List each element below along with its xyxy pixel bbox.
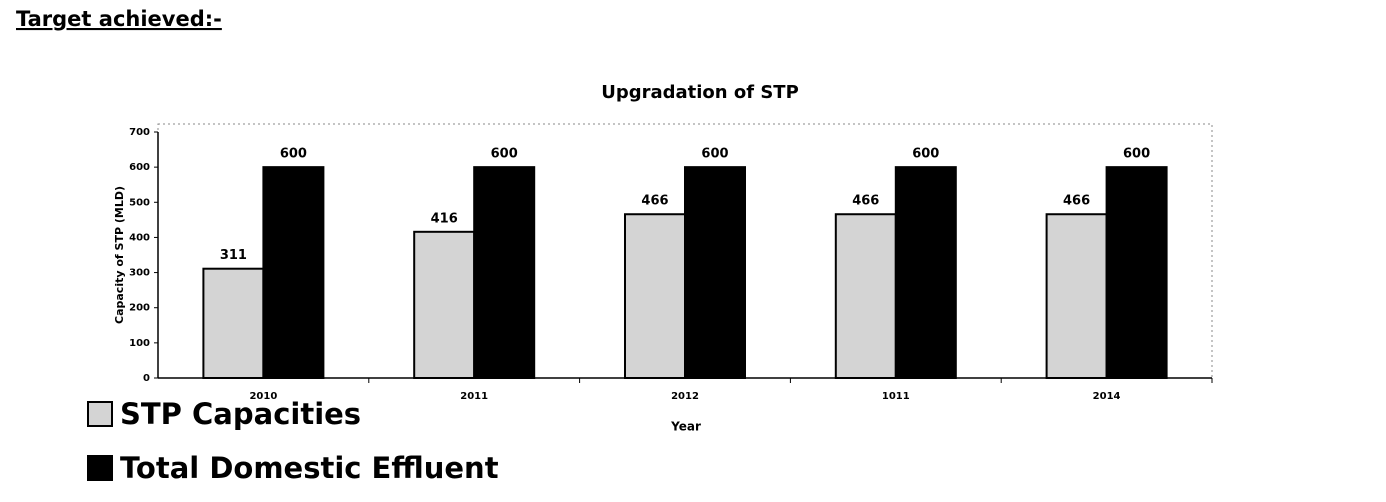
bar (834, 213, 897, 379)
y-tick-label: 500 (129, 197, 150, 208)
y-axis-label: Capacity of STP (MLD) (113, 186, 126, 324)
x-tick-label: 1011 (882, 391, 910, 402)
bar (684, 166, 746, 379)
bar (473, 166, 536, 379)
x-tick-label: 2012 (671, 391, 699, 402)
bar (1045, 213, 1108, 379)
bar (1105, 166, 1168, 379)
chart-title: Upgradation of STP (601, 82, 799, 103)
bar (624, 213, 686, 379)
y-tick-label: 200 (129, 303, 150, 314)
data-label: 600 (1123, 147, 1150, 162)
legend-label: STP Capacities (120, 397, 361, 431)
x-axis-label: Year (670, 420, 701, 434)
legend-swatch (87, 401, 113, 427)
data-label: 600 (491, 147, 518, 162)
data-label: 466 (1063, 194, 1090, 209)
heading: Target achieved:- (16, 7, 222, 31)
legend-swatch (87, 455, 113, 481)
data-label: 600 (912, 147, 939, 162)
y-tick-label: 100 (129, 338, 150, 349)
bar (894, 166, 957, 379)
y-tick-label: 0 (143, 373, 150, 384)
bar (413, 230, 476, 379)
y-tick-label: 600 (129, 162, 150, 173)
bar (202, 267, 265, 380)
data-label: 416 (431, 211, 458, 226)
y-tick-label: 400 (129, 232, 150, 243)
x-tick-label: 2010 (249, 391, 277, 402)
data-label: 466 (641, 194, 668, 209)
x-tick-label: 2011 (460, 391, 488, 402)
data-label: 600 (701, 147, 728, 162)
data-label: 466 (852, 194, 879, 209)
data-label: 600 (280, 147, 307, 162)
bar (262, 166, 325, 379)
legend-label: Total Domestic Effluent (120, 451, 499, 485)
y-tick-label: 300 (129, 268, 150, 279)
data-label: 311 (220, 248, 247, 263)
y-tick-label: 700 (129, 127, 150, 138)
x-tick-label: 2014 (1093, 391, 1121, 402)
